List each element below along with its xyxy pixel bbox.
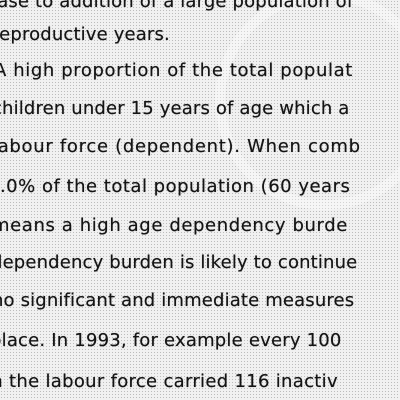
text-line-5: labour force (dependent). When comb: [0, 136, 361, 157]
text-line-10: place. In 1993, for example every 100: [0, 330, 342, 351]
text-line-7: means a high age dependency burde: [0, 215, 348, 236]
text-line-11: in the labour force carried 116 inactiv: [0, 371, 338, 392]
text-line-1: ease to addition of a large population o…: [0, 0, 354, 12]
text-line-3: A high proportion of the total populat: [0, 60, 353, 81]
text-line-2: reproductive years.: [0, 24, 170, 45]
text-line-4: children under 15 years of age which a: [0, 98, 350, 119]
text-line-8: dependency burden is likely to continue: [0, 252, 358, 273]
text-line-6: 4.0% of the total population (60 years: [0, 176, 351, 197]
text-line-9: no significant and immediate measures: [0, 290, 355, 311]
